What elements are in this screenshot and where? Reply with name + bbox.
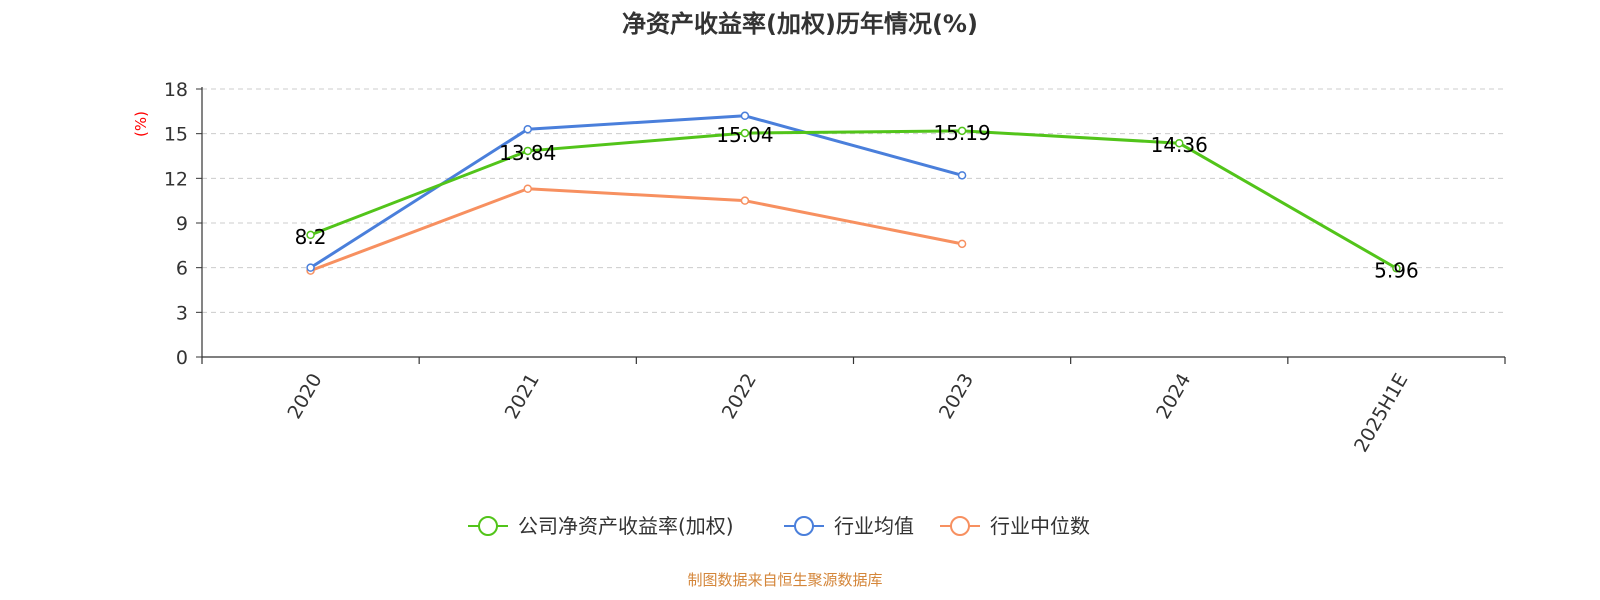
data-label: 5.96 bbox=[1374, 258, 1419, 282]
legend-marker bbox=[950, 516, 970, 536]
data-point[interactable] bbox=[740, 196, 750, 205]
y-tick-label: 3 bbox=[176, 302, 188, 324]
axes bbox=[201, 87, 1506, 364]
data-point[interactable] bbox=[306, 263, 315, 272]
x-tick-label: 2024 bbox=[1152, 370, 1195, 423]
x-tick-label: 2022 bbox=[718, 370, 761, 423]
y-tick-label: 6 bbox=[176, 258, 188, 280]
y-tick-label: 18 bbox=[164, 79, 188, 101]
data-point[interactable] bbox=[523, 124, 532, 134]
y-tick-labels: 0 3 6 9 12 15 18 bbox=[164, 79, 202, 369]
source-note: 制图数据来自恒生聚源数据库 bbox=[687, 571, 882, 589]
x-tick-labels: 2020 2021 2022 2023 2024 2025H1E bbox=[283, 370, 1412, 456]
data-point[interactable] bbox=[523, 184, 532, 194]
x-tick-label: 2021 bbox=[501, 370, 544, 423]
data-label: 13.84 bbox=[499, 141, 556, 165]
series-line bbox=[310, 187, 963, 273]
y-tick-label: 9 bbox=[176, 213, 188, 235]
legend-label: 行业均值 bbox=[834, 514, 914, 538]
y-tick-label: 12 bbox=[164, 168, 188, 190]
legend-label: 行业中位数 bbox=[990, 514, 1090, 538]
legend-item[interactable]: 公司净资产收益率(加权) bbox=[468, 514, 734, 538]
x-tick-label: 2023 bbox=[935, 370, 978, 423]
data-point[interactable] bbox=[1175, 138, 1184, 148]
series-lines bbox=[306, 111, 1401, 275]
data-point[interactable] bbox=[957, 239, 967, 249]
legend[interactable]: 公司净资产收益率(加权) 行业均值 行业中位数 bbox=[468, 514, 1090, 538]
x-tick-label: 2020 bbox=[283, 370, 326, 423]
data-point[interactable] bbox=[957, 126, 967, 136]
data-point[interactable] bbox=[740, 128, 750, 138]
data-label: 8.2 bbox=[295, 225, 327, 249]
data-point[interactable] bbox=[523, 146, 532, 156]
data-point[interactable] bbox=[306, 230, 315, 240]
series-line bbox=[310, 129, 1398, 270]
y-tick-label: 0 bbox=[176, 347, 188, 369]
x-tick-label: 2025H1E bbox=[1350, 370, 1412, 456]
data-labels: 8.2 13.84 15.04 15.19 14.36 5.96 bbox=[295, 121, 1419, 282]
legend-marker bbox=[478, 516, 498, 536]
legend-marker bbox=[794, 516, 814, 536]
data-point[interactable] bbox=[957, 171, 967, 180]
data-label: 15.19 bbox=[933, 121, 990, 145]
data-label: 14.36 bbox=[1151, 133, 1208, 157]
data-label: 15.04 bbox=[716, 123, 773, 147]
y-axis-label: (%) bbox=[132, 111, 150, 137]
series-line bbox=[309, 114, 963, 269]
y-tick-label: 15 bbox=[164, 124, 188, 146]
data-point[interactable] bbox=[740, 111, 750, 121]
chart-title: 净资产收益率(加权)历年情况(%) bbox=[622, 10, 978, 38]
legend-item[interactable]: 行业均值 bbox=[784, 514, 914, 538]
legend-item[interactable]: 行业中位数 bbox=[940, 514, 1090, 538]
data-point[interactable] bbox=[1392, 264, 1401, 273]
legend-label: 公司净资产收益率(加权) bbox=[518, 514, 734, 538]
